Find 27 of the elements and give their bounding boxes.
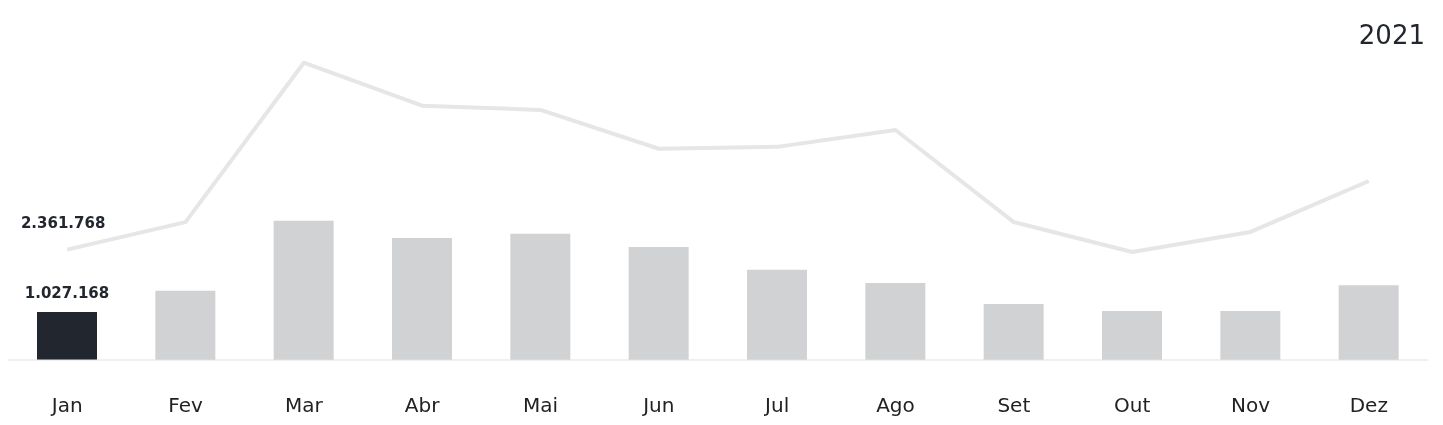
data-label: 2.361.768 — [20, 213, 106, 232]
x-tick-label: Nov — [1230, 393, 1271, 418]
bar — [37, 311, 97, 360]
chart-title: 2021 — [1358, 20, 1425, 50]
x-tick-label: Set — [997, 393, 1031, 418]
x-tick-label: Jan — [49, 393, 83, 418]
bar — [1102, 310, 1162, 360]
x-tick-label: Mai — [522, 393, 559, 418]
data-label: 1.027.168 — [24, 283, 110, 302]
bar — [392, 238, 452, 360]
bar — [628, 246, 689, 360]
bar — [510, 233, 571, 360]
x-tick-label: Ago — [876, 393, 915, 418]
x-tick-label: Dez — [1349, 393, 1388, 418]
bar — [155, 290, 216, 360]
bar — [865, 282, 926, 360]
bar — [1338, 285, 1399, 360]
bar — [1220, 310, 1281, 360]
bar — [273, 220, 334, 360]
bar — [983, 303, 1044, 360]
x-tick-label: Mar — [284, 393, 324, 418]
x-tick-label: Jun — [641, 393, 675, 418]
x-tick-label: Out — [1114, 393, 1151, 418]
x-tick-label: Jul — [763, 393, 790, 418]
x-tick-label: Fev — [168, 393, 203, 418]
bar — [747, 269, 807, 360]
x-tick-label: Abr — [404, 393, 441, 418]
